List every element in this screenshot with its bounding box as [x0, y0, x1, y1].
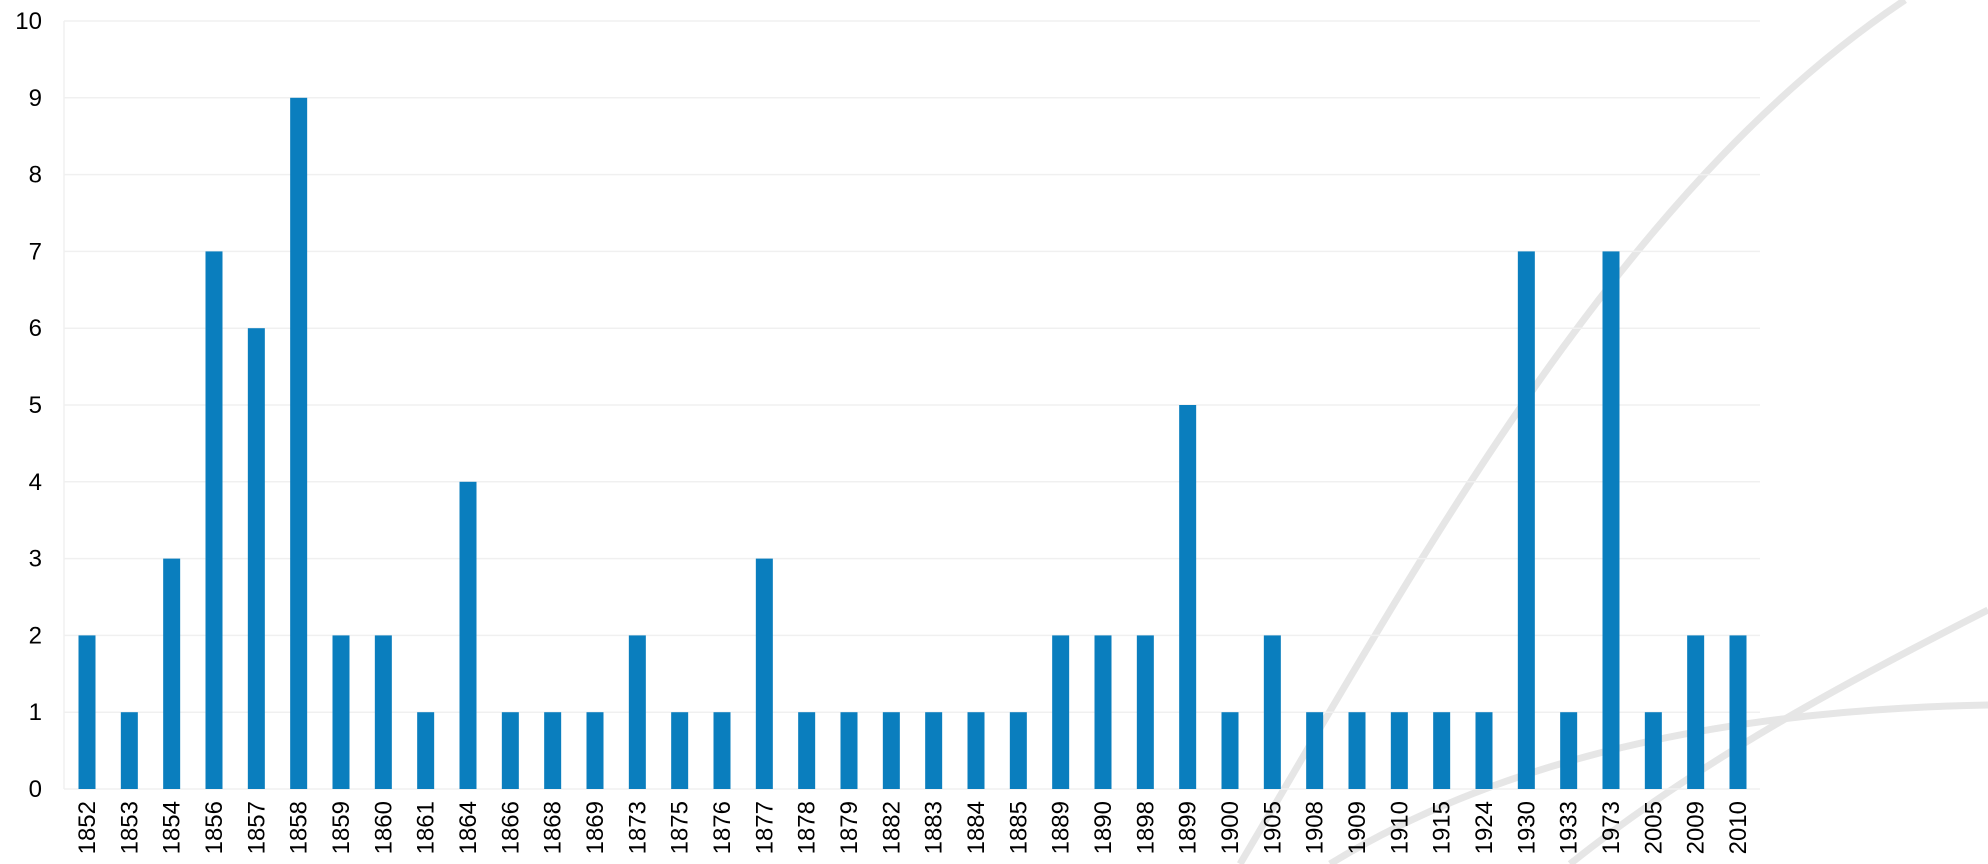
bar-1924 — [1475, 712, 1493, 789]
x-tick-label: 1878 — [794, 801, 821, 854]
bar-1856 — [205, 251, 223, 789]
x-tick-label: 1884 — [963, 801, 990, 854]
x-tick-label: 1869 — [582, 801, 609, 854]
bar-1877 — [755, 558, 773, 789]
x-tick-label: 1930 — [1513, 801, 1540, 854]
x-tick-label: 1933 — [1556, 801, 1583, 854]
x-tick-label: 1858 — [286, 801, 313, 854]
y-tick-label: 1 — [29, 699, 42, 726]
bar-1890 — [1094, 635, 1112, 789]
bar-1857 — [247, 328, 265, 789]
y-tick-label: 5 — [29, 392, 42, 419]
bar-1879 — [840, 712, 858, 789]
x-tick-label: 1908 — [1302, 801, 1329, 854]
x-tick-label: 1905 — [1259, 801, 1286, 854]
bar-1875 — [671, 712, 689, 789]
x-tick-label: 1856 — [201, 801, 228, 854]
bar-1898 — [1136, 635, 1154, 789]
x-tick-label: 1866 — [497, 801, 524, 854]
bars — [78, 97, 1747, 790]
x-tick-label: 1877 — [751, 801, 778, 854]
x-tick-label: 1890 — [1090, 801, 1117, 854]
y-tick-label: 7 — [29, 238, 42, 265]
gridlines — [63, 20, 1760, 790]
bar-1889 — [1052, 635, 1070, 789]
x-tick-label: 1900 — [1217, 801, 1244, 854]
x-axis-tick-labels: 1852 1853 1854 1856 1857 1858 1859 1860 1861 1864… — [74, 801, 1752, 854]
x-tick-label: 1861 — [413, 801, 440, 854]
bar-1930 — [1517, 251, 1535, 789]
bar-1900 — [1221, 712, 1239, 789]
x-tick-label: 2010 — [1725, 801, 1752, 854]
y-tick-label: 9 — [29, 85, 42, 112]
bar-2010 — [1729, 635, 1747, 789]
x-tick-label: 1899 — [1175, 801, 1202, 854]
bar-1885 — [1009, 712, 1027, 789]
x-tick-label: 1882 — [878, 801, 905, 854]
x-tick-label: 1853 — [116, 801, 143, 854]
bar-1869 — [586, 712, 604, 789]
x-tick-label: 1868 — [540, 801, 567, 854]
bar-1859 — [332, 635, 350, 789]
x-tick-label: 1876 — [709, 801, 736, 854]
bar-1915 — [1433, 712, 1451, 789]
x-tick-label: 1875 — [667, 801, 694, 854]
bar-1899 — [1179, 405, 1197, 789]
x-tick-label: 1857 — [243, 801, 270, 854]
bar-1883 — [925, 712, 943, 789]
x-tick-label: 1885 — [1005, 801, 1032, 854]
x-tick-label: 1860 — [370, 801, 397, 854]
x-tick-label: 1909 — [1344, 801, 1371, 854]
bar-1882 — [882, 712, 900, 789]
x-tick-label: 1910 — [1386, 801, 1413, 854]
x-tick-label: 1879 — [836, 801, 863, 854]
x-tick-label: 1915 — [1429, 801, 1456, 854]
decorative-curve-3 — [1328, 701, 1988, 864]
bar-1933 — [1560, 712, 1578, 789]
bar-1853 — [120, 712, 138, 789]
bar-1878 — [798, 712, 816, 789]
bar-1908 — [1306, 712, 1324, 789]
y-tick-label: 3 — [29, 546, 42, 573]
bar-1864 — [459, 481, 477, 789]
bar-1884 — [967, 712, 985, 789]
y-tick-label: 8 — [29, 162, 42, 189]
bar-1860 — [374, 635, 392, 789]
y-axis-tick-labels: 0 1 2 3 4 5 6 7 8 9 10 — [15, 8, 42, 803]
x-tick-label: 1854 — [159, 801, 186, 854]
bar-1873 — [628, 635, 646, 789]
bar-1973 — [1602, 251, 1620, 789]
x-tick-label: 1898 — [1132, 801, 1159, 854]
x-tick-label: 1859 — [328, 801, 355, 854]
bar-1876 — [713, 712, 731, 789]
y-tick-label: 0 — [29, 776, 42, 803]
bar-2009 — [1687, 635, 1705, 789]
x-tick-label: 1973 — [1598, 801, 1625, 854]
bar-1868 — [544, 712, 562, 789]
x-tick-label: 1852 — [74, 801, 101, 854]
bar-1861 — [417, 712, 435, 789]
x-tick-label: 1864 — [455, 801, 482, 854]
x-tick-label: 1883 — [921, 801, 948, 854]
bar-2005 — [1644, 712, 1662, 789]
bar-1854 — [163, 558, 181, 789]
x-tick-label: 1924 — [1471, 801, 1498, 854]
x-tick-label: 2005 — [1640, 801, 1667, 854]
bar-1909 — [1348, 712, 1366, 789]
bar-1910 — [1390, 712, 1408, 789]
y-tick-label: 10 — [15, 8, 42, 35]
bar-1866 — [501, 712, 519, 789]
decorative-curve-2 — [1567, 606, 1988, 864]
bar-1852 — [78, 635, 96, 789]
bar-1905 — [1263, 635, 1281, 789]
y-tick-label: 6 — [29, 315, 42, 342]
y-tick-label: 2 — [29, 622, 42, 649]
x-tick-label: 1889 — [1048, 801, 1075, 854]
x-tick-label: 1873 — [624, 801, 651, 854]
y-tick-label: 4 — [29, 469, 42, 496]
x-tick-label: 2009 — [1683, 801, 1710, 854]
bar-1858 — [290, 97, 308, 790]
